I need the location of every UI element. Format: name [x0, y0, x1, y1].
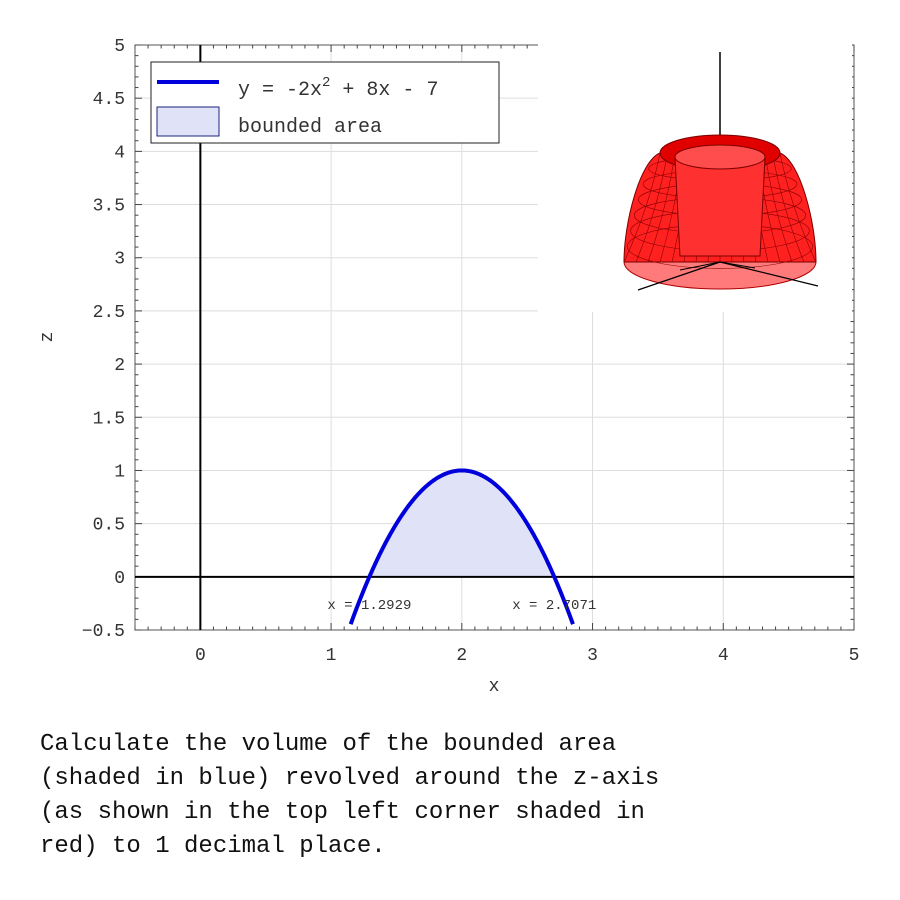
y-tick-label: 2	[114, 356, 125, 376]
x-axis-label: x	[489, 677, 500, 697]
y-tick-label: −0.5	[82, 622, 125, 642]
x-tick-label: 0	[195, 646, 206, 666]
inset-mesh-line	[623, 152, 661, 263]
legend-series-label: y = -2x2 + 8x - 7	[238, 75, 438, 102]
question-text: Calculate the volume of the bounded area…	[40, 728, 880, 864]
inset-mesh-line	[635, 152, 668, 263]
y-tick-label: 3.5	[93, 197, 125, 217]
inset-y-axis	[719, 261, 819, 287]
plot-frame	[134, 44, 855, 631]
root-annotation: x = 1.2929	[327, 598, 411, 614]
series-curve	[348, 468, 575, 625]
y-tick-label: 3	[114, 250, 125, 270]
parabola-line	[348, 468, 575, 625]
y-tick-label: 2.5	[93, 303, 125, 323]
question-line: (as shown in the top left corner shaded …	[40, 799, 645, 826]
inset-mesh-line	[779, 152, 817, 263]
inset-inner-hole	[674, 156, 766, 257]
annotations: x = 1.2929 x = 2.7071	[327, 598, 596, 614]
legend-area-swatch	[156, 106, 220, 137]
inset-inner-rim	[674, 144, 766, 170]
question-line: red) to 1 decimal place.	[40, 833, 386, 860]
inset-axis-tick	[719, 261, 756, 269]
inset-x-axis	[637, 261, 721, 291]
question-line: (shaded in blue) revolved around the z-a…	[40, 765, 660, 792]
y-tick-label: 4	[114, 143, 125, 163]
inset-mesh-line	[772, 152, 805, 263]
question-line: Calculate the volume of the bounded area	[40, 731, 617, 758]
y-axis-label: z	[38, 332, 58, 343]
inset-3d-figure	[538, 40, 852, 312]
x-tick-label: 3	[587, 646, 598, 666]
x-tick-label: 2	[456, 646, 467, 666]
y-tick-label: 4.5	[93, 90, 125, 110]
y-tick-label: 0	[114, 569, 125, 589]
axis-ticks: 0 1 2 3 4 5 −0.5 0 0.5 1 1.5 2 2.5 3 3.5 4 4.5 5	[82, 37, 860, 666]
y-tick-label: 0.5	[93, 516, 125, 536]
root-annotation: x = 2.7071	[512, 598, 596, 614]
plot-border	[134, 44, 855, 631]
x-tick-label: 4	[718, 646, 729, 666]
x-tick-label: 5	[849, 646, 860, 666]
legend-area-label: bounded area	[238, 116, 382, 139]
x-tick-label: 1	[326, 646, 337, 666]
y-tick-label: 5	[114, 37, 125, 57]
chart: 0 1 2 3 4 5 −0.5 0 0.5 1 1.5 2 2.5 3 3.5 4 4.5 5 x = 1.29…	[38, 37, 860, 697]
inset-axis-tick	[679, 261, 721, 271]
y-tick-label: 1.5	[93, 409, 125, 429]
y-tick-label: 1	[114, 462, 125, 482]
legend: y = -2x2 + 8x - 7 bounded area	[150, 61, 500, 144]
